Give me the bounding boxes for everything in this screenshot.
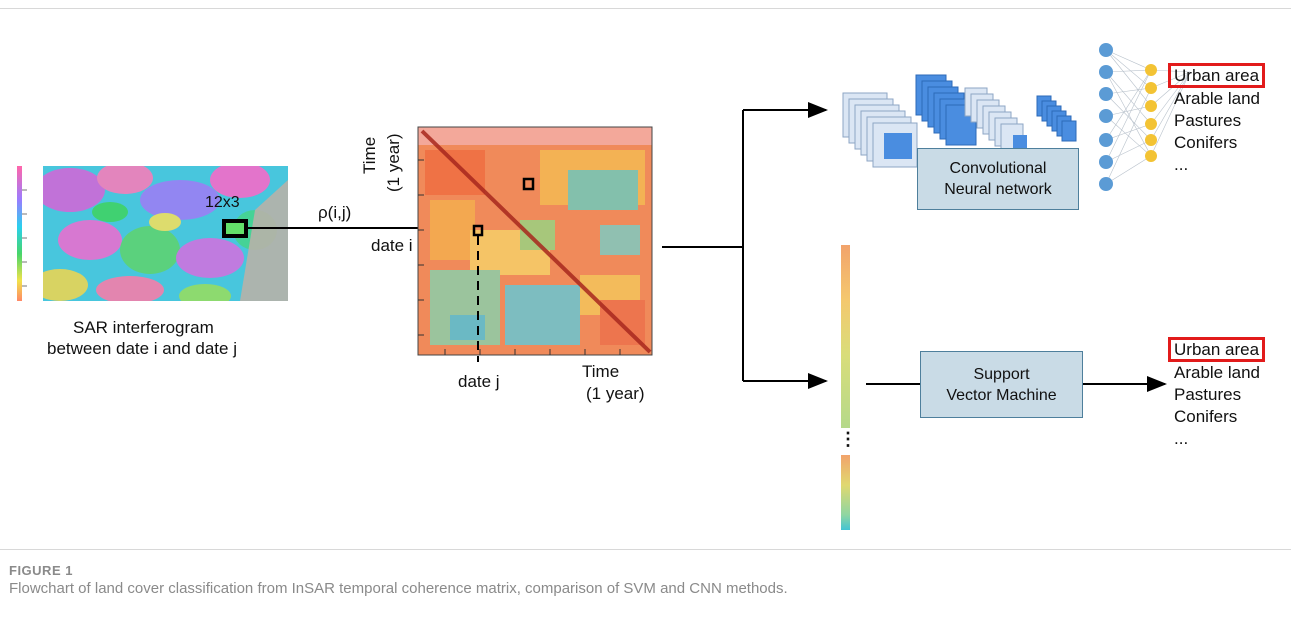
fully-connected-network (1099, 43, 1191, 191)
svm-class-arable-land: Arable land (1174, 363, 1261, 382)
y-axis-label-line2: (1 year) (384, 133, 403, 192)
cnn-class-arable-land: Arable land (1174, 89, 1261, 108)
rho-label: ρ(i,j) (318, 203, 352, 222)
feature-vector (841, 245, 850, 530)
svm-class-list: Urban area Arable land Pastures Conifers… (1168, 337, 1266, 450)
cnn-class-pastures: Pastures (1174, 111, 1242, 130)
cnn-layers-illustration (842, 74, 1077, 168)
interferogram-window-marker (222, 219, 248, 238)
figure-label: FIGURE 1 (9, 563, 73, 578)
vector-ellipsis: ⋮ (839, 429, 857, 449)
svm-box-line1: Support (973, 365, 1030, 383)
date-j-label: date j (458, 372, 500, 391)
date-i-label: date i (371, 236, 413, 255)
figure-top-rule (0, 8, 1291, 9)
cnn-class-list: Urban area Arable land Pastures Conifers… (1168, 63, 1266, 176)
matrix-cell-marker-ij (472, 224, 484, 237)
window-size-label: 12x3 (205, 194, 240, 211)
svm-class-more: ... (1174, 429, 1189, 448)
cnn-class-more: ... (1174, 155, 1189, 174)
figure-bottom-rule (0, 549, 1291, 550)
figure-caption: Flowchart of land cover classification f… (9, 580, 788, 597)
cnn-class-urban-area: Urban area (1168, 63, 1266, 88)
x-axis-label-line1: Time (582, 362, 620, 381)
sar-interferogram-image (43, 166, 288, 301)
interferogram-colorbar (17, 166, 27, 301)
cnn-box: Convolutional Neural network (917, 148, 1079, 210)
svm-box: Support Vector Machine (920, 351, 1083, 418)
svm-box-line2: Vector Machine (946, 386, 1057, 404)
interferogram-caption-line1: SAR interferogram (73, 318, 214, 337)
svm-class-conifers: Conifers (1174, 407, 1238, 426)
x-axis-label-line2: (1 year) (586, 384, 645, 403)
svm-class-pastures: Pastures (1174, 385, 1242, 404)
coherence-matrix (417, 126, 653, 356)
y-axis-label-line1: Time (360, 136, 379, 174)
cnn-box-line2: Neural network (944, 181, 1052, 198)
matrix-cell-marker-ji (522, 177, 535, 191)
interferogram-caption-line2: between date i and date j (47, 339, 237, 358)
cnn-class-conifers: Conifers (1174, 133, 1238, 152)
cnn-box-line1: Convolutional (949, 160, 1047, 177)
svm-class-urban-area: Urban area (1168, 337, 1266, 362)
